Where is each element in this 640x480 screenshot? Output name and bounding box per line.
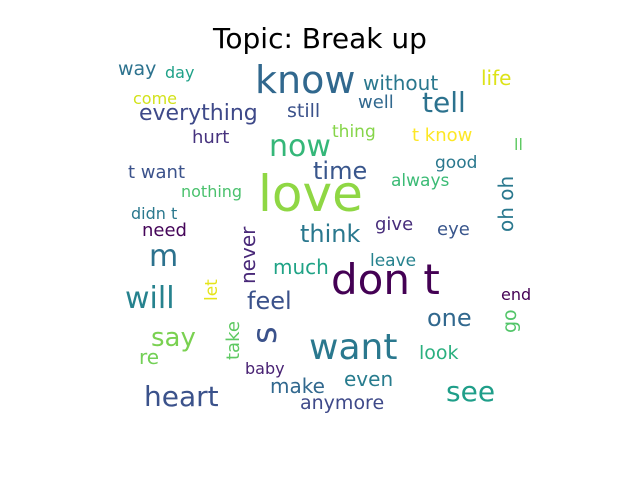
word-baby: baby bbox=[245, 359, 285, 378]
word-make: make bbox=[270, 374, 325, 398]
word-time: time bbox=[313, 157, 367, 185]
word-s: s bbox=[245, 326, 285, 344]
word-everything: everything bbox=[139, 101, 258, 126]
word-go: go bbox=[499, 309, 521, 333]
word-feel: feel bbox=[247, 287, 292, 315]
word-think: think bbox=[300, 220, 361, 248]
chart-title: Topic: Break up bbox=[213, 22, 427, 55]
word-always: always bbox=[391, 171, 450, 191]
word-end: end bbox=[501, 285, 531, 304]
word-hurt: hurt bbox=[192, 127, 229, 148]
word-re: re bbox=[139, 345, 159, 369]
word-oh-oh: oh oh bbox=[494, 176, 518, 232]
word-way: way bbox=[118, 58, 156, 80]
word-leave: leave bbox=[370, 251, 416, 271]
word-now: now bbox=[269, 129, 331, 164]
word-look: look bbox=[419, 342, 459, 364]
word-life: life bbox=[481, 66, 511, 90]
word-thing: thing bbox=[332, 122, 376, 142]
word-even: even bbox=[344, 367, 393, 391]
word-come: come bbox=[133, 89, 177, 108]
word-love: love bbox=[258, 165, 363, 223]
word-give: give bbox=[375, 214, 413, 235]
word-heart: heart bbox=[144, 380, 219, 413]
word-don-t: don t bbox=[331, 255, 440, 304]
word-see: see bbox=[446, 375, 495, 408]
word-didn-t: didn t bbox=[131, 204, 177, 223]
word-m: m bbox=[149, 239, 178, 274]
word-day: day bbox=[165, 63, 194, 82]
word-much: much bbox=[273, 255, 329, 279]
word-need: need bbox=[142, 220, 187, 241]
word-anymore: anymore bbox=[300, 392, 384, 414]
word-eye: eye bbox=[437, 219, 470, 240]
word-want: want bbox=[309, 327, 397, 368]
word-never: never bbox=[236, 226, 260, 284]
word-say: say bbox=[151, 323, 196, 353]
word-one: one bbox=[427, 304, 472, 332]
word-without: without bbox=[363, 71, 438, 95]
word-ll: ll bbox=[514, 135, 523, 154]
word-tell: tell bbox=[422, 86, 466, 119]
word-nothing: nothing bbox=[181, 182, 242, 201]
word-know: know bbox=[255, 58, 355, 102]
word-will: will bbox=[125, 281, 175, 316]
word-still: still bbox=[287, 100, 320, 122]
word-t-know: t know bbox=[412, 125, 472, 146]
word-take: take bbox=[223, 321, 244, 360]
word-t-want: t want bbox=[128, 162, 185, 183]
word-well: well bbox=[358, 92, 394, 113]
word-let: let bbox=[202, 279, 222, 301]
word-good: good bbox=[435, 153, 477, 173]
